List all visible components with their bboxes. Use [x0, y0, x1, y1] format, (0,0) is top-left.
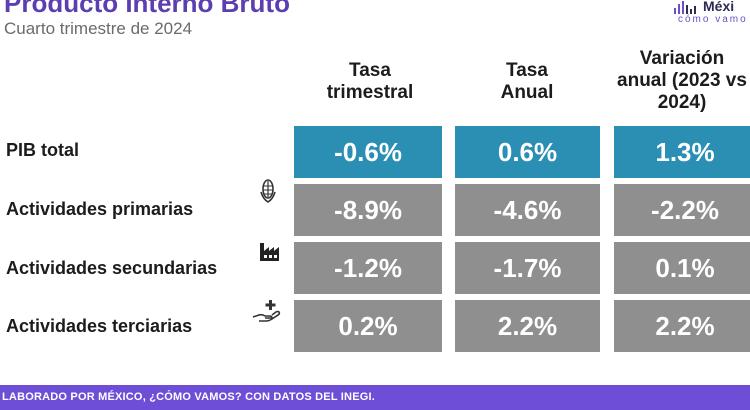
- column-header-line: anual (2023 vs: [617, 70, 747, 91]
- table-cell: 0.1%: [614, 242, 750, 294]
- table-cell: 1.3%: [614, 126, 750, 178]
- row-label-pib-total: PIB total: [6, 140, 80, 160]
- footer-source-text: LABORADO POR MÉXICO, ¿CÓMO VAMOS? CON DA…: [2, 391, 375, 403]
- column-header-tasa-trimestral: Tasa trimestral: [296, 60, 444, 104]
- logo-sub-text: cómo vamo: [678, 14, 748, 25]
- table-cell: 0.2%: [294, 300, 442, 352]
- column-header-line: Tasa: [349, 60, 391, 81]
- page-title: Producto Interno Bruto: [4, 0, 290, 18]
- column-header-line: Anual: [500, 82, 554, 103]
- column-header-line: Variación: [639, 48, 725, 69]
- row-label-actividades-secundarias: Actividades secundarias: [6, 258, 218, 278]
- table-cell: 2.2%: [455, 300, 600, 352]
- table-cell: -0.6%: [294, 126, 442, 178]
- table-cell: -1.2%: [294, 242, 442, 294]
- row-label-actividades-primarias: Actividades primarias: [6, 199, 194, 219]
- brand-logo: Méxi cómo vamo: [673, 0, 750, 28]
- logo-bars-icon: [674, 1, 696, 14]
- table-cell: -1.7%: [455, 242, 600, 294]
- hand-service-icon: [252, 300, 281, 322]
- page-subtitle: Cuarto trimestre de 2024: [4, 19, 193, 38]
- footer-bar: LABORADO POR MÉXICO, ¿CÓMO VAMOS? CON DA…: [0, 385, 750, 410]
- row-label-actividades-terciarias: Actividades terciarias: [6, 316, 193, 336]
- table-cell: -8.9%: [294, 184, 442, 236]
- table-cell: -2.2%: [614, 184, 750, 236]
- table-cell: 2.2%: [614, 300, 750, 352]
- corn-icon: [260, 179, 276, 203]
- table-cell: -4.6%: [455, 184, 600, 236]
- logo-main-text: Méxi: [703, 0, 735, 14]
- factory-icon: [260, 243, 279, 261]
- column-header-line: Tasa: [506, 60, 548, 81]
- table-cell: 0.6%: [455, 126, 600, 178]
- column-header-line: trimestral: [326, 82, 414, 103]
- column-header-line: 2024): [657, 92, 707, 113]
- column-header-tasa-anual: Tasa Anual: [455, 60, 599, 104]
- column-header-variacion-anual: Variación anual (2023 vs 2024): [606, 48, 750, 114]
